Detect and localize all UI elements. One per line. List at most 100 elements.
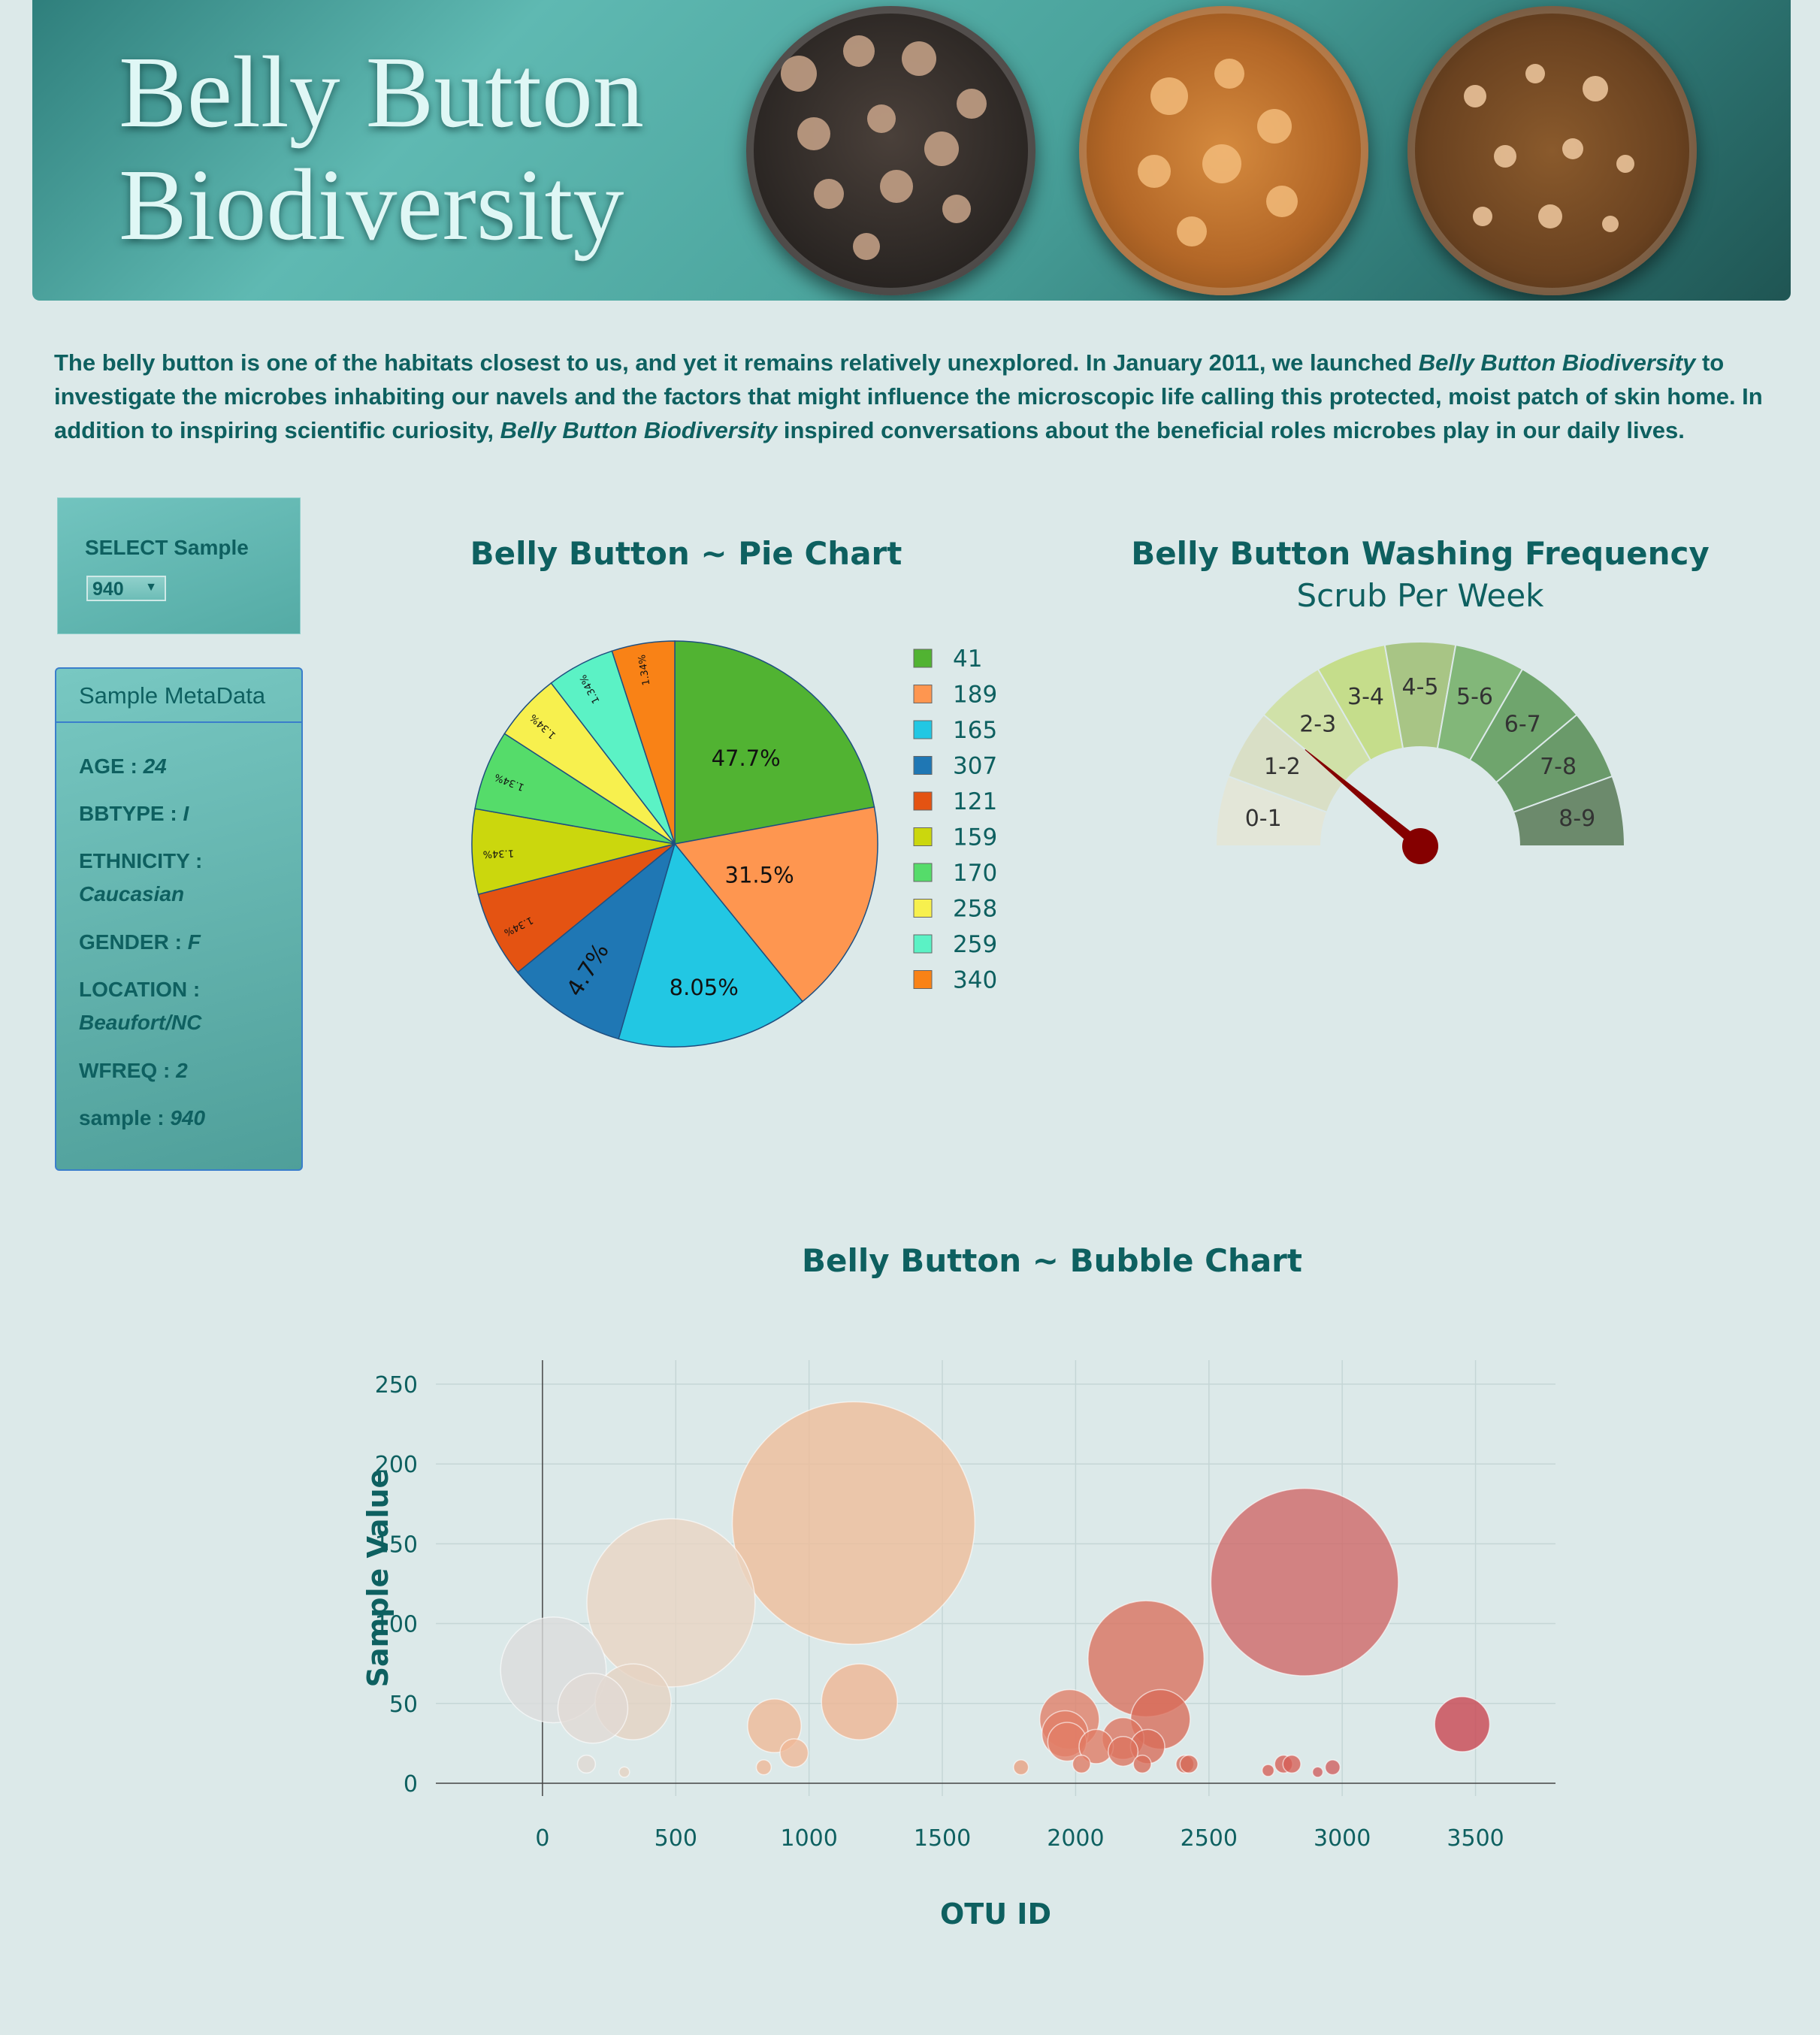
bubble-point[interactable] <box>1108 1735 1139 1767</box>
y-tick-label: 0 <box>404 1771 418 1798</box>
colony-spot <box>957 89 987 119</box>
y-tick-label: 150 <box>375 1532 418 1558</box>
pie-slice-307[interactable] <box>516 842 676 1040</box>
legend-swatch[interactable] <box>913 934 933 954</box>
gauge-chart-title: Belly Button Washing Frequency <box>1131 535 1710 572</box>
colony-spot <box>1177 216 1207 246</box>
legend-label[interactable]: 340 <box>953 967 997 994</box>
colony-spot <box>1464 85 1486 107</box>
legend-swatch[interactable] <box>913 756 933 775</box>
metadata-row-ethnicity: ETHNICITY : Caucasian <box>79 849 203 906</box>
y-tick-label: 200 <box>375 1452 418 1478</box>
bubble-point[interactable] <box>557 1672 629 1744</box>
legend-label[interactable]: 258 <box>953 896 997 923</box>
gauge-segment-label: 1-2 <box>1264 754 1301 780</box>
sample-select-value: 940 <box>92 579 124 600</box>
legend-label[interactable]: 165 <box>953 717 997 744</box>
colony-spot <box>1602 216 1619 232</box>
y-axis-title: Sample Value <box>361 1469 395 1688</box>
colony-spot <box>843 35 875 67</box>
bubble-point[interactable] <box>1261 1764 1275 1777</box>
pie-percent-label: 1.34% <box>636 654 652 686</box>
bubble-point[interactable] <box>1072 1754 1091 1774</box>
colony-spot <box>942 195 971 223</box>
bubble-chart-title: Belly Button ~ Bubble Chart <box>802 1242 1302 1279</box>
colony-spot <box>1583 76 1608 101</box>
colony-spot <box>867 104 896 133</box>
legend-swatch[interactable] <box>913 720 933 739</box>
bubble-point[interactable] <box>747 1698 802 1753</box>
pie-slice-121[interactable] <box>477 843 676 973</box>
pie-percent-label: 31.5% <box>725 863 794 888</box>
bubble-point[interactable] <box>1179 1754 1199 1774</box>
legend-label[interactable]: 189 <box>953 682 997 709</box>
bubble-point[interactable] <box>1311 1766 1324 1778</box>
colony-spot <box>1202 144 1241 183</box>
x-tick-label: 2500 <box>1181 1825 1238 1852</box>
bubble-point[interactable] <box>731 1401 976 1645</box>
x-tick-label: 0 <box>535 1825 549 1852</box>
pie-slice-165[interactable] <box>618 842 804 1048</box>
legend-swatch[interactable] <box>913 899 933 918</box>
pie-chart: 47.7%31.5%8.05%4.7%1.34%1.34%1.34%1.34%1… <box>471 640 997 1048</box>
petri-dish-3 <box>1407 6 1697 295</box>
bubble-point[interactable] <box>1013 1759 1029 1776</box>
colony-spot <box>1266 186 1298 217</box>
bubble-point[interactable] <box>821 1663 898 1740</box>
bubble-point[interactable] <box>576 1754 597 1774</box>
banner-title: Belly Button Biodiversity <box>119 36 644 262</box>
colony-spot <box>924 132 959 166</box>
legend-label[interactable]: 159 <box>953 824 997 851</box>
legend-swatch[interactable] <box>913 685 933 703</box>
pie-slice-189[interactable] <box>673 806 878 1002</box>
bubble-point[interactable] <box>755 1759 772 1776</box>
x-tick-label: 3500 <box>1447 1825 1504 1852</box>
legend-swatch[interactable] <box>913 791 933 811</box>
x-tick-label: 1500 <box>914 1825 971 1852</box>
colony-spot <box>902 41 936 76</box>
legend-label[interactable]: 41 <box>953 646 982 673</box>
bubble-point[interactable] <box>1324 1759 1341 1776</box>
select-sample-label: SELECT Sample <box>85 536 249 559</box>
pie-slice-159[interactable] <box>471 808 676 896</box>
sample-select[interactable]: 940 ▼ <box>86 576 166 601</box>
colony-spot <box>1473 207 1492 226</box>
colony-spot <box>1214 59 1244 89</box>
colony-spot <box>1538 204 1562 228</box>
y-tick-label: 50 <box>389 1692 418 1718</box>
intro-paragraph: The belly button is one of the habitats … <box>54 349 1763 443</box>
colony-spot <box>797 117 830 150</box>
metadata-row-age: AGE : 24 <box>79 754 167 778</box>
colony-spot <box>1150 77 1188 115</box>
colony-spot <box>1525 64 1545 83</box>
bubble-point[interactable] <box>586 1518 756 1688</box>
gauge-segment[interactable] <box>1512 775 1626 847</box>
petri-dish-1 <box>746 6 1035 295</box>
legend-label[interactable]: 259 <box>953 931 997 958</box>
x-tick-label: 500 <box>655 1825 697 1852</box>
pie-slice-340[interactable] <box>611 640 676 845</box>
bubble-point[interactable] <box>1210 1487 1399 1677</box>
legend-swatch[interactable] <box>913 649 933 668</box>
gauge-segment-label: 0-1 <box>1245 806 1282 832</box>
bubble-point[interactable] <box>779 1738 809 1768</box>
legend-label[interactable]: 121 <box>953 788 997 815</box>
gauge-segment-label: 3-4 <box>1347 684 1384 710</box>
bubble-point[interactable] <box>1132 1754 1152 1774</box>
colony-spot <box>1616 155 1634 173</box>
bubble-point[interactable] <box>1282 1754 1302 1774</box>
legend-swatch[interactable] <box>913 863 933 882</box>
bubble-chart: 0 500 1000 1500 2000 2500 3000 3500 0 50 100 150 200… <box>361 1360 1555 1931</box>
pie-slice-41[interactable] <box>674 640 875 845</box>
legend-label[interactable]: 307 <box>953 753 997 780</box>
y-tick-label: 100 <box>375 1612 418 1638</box>
legend-swatch[interactable] <box>913 827 933 846</box>
bubble-point[interactable] <box>618 1766 630 1778</box>
legend-swatch[interactable] <box>913 970 933 989</box>
bubble-point[interactable] <box>1434 1696 1491 1752</box>
metadata-title: Sample MetaData <box>56 669 301 723</box>
metadata-row-sample: sample : 940 <box>79 1106 206 1129</box>
colony-spot <box>781 56 817 92</box>
pie-percent-label: 8.05% <box>670 975 739 1000</box>
legend-label[interactable]: 170 <box>953 860 997 887</box>
